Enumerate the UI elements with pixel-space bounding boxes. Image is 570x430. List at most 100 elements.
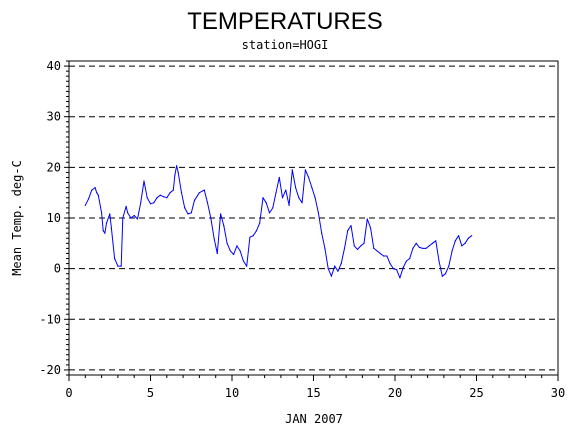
data-point (379, 252, 381, 255)
data-point (278, 176, 280, 179)
data-point (97, 194, 99, 196)
data-point (340, 262, 342, 265)
data-point (149, 203, 152, 205)
data-point (94, 187, 96, 189)
data-point (376, 250, 378, 252)
data-point (321, 232, 323, 234)
data-point (146, 197, 148, 199)
data-point (285, 189, 287, 191)
data-point (448, 265, 450, 267)
data-point (156, 197, 158, 199)
data-point (193, 199, 196, 201)
data-point (143, 180, 145, 182)
data-point (356, 248, 359, 250)
data-point (223, 224, 225, 227)
data-point (467, 237, 469, 239)
data-point (461, 245, 463, 247)
data-point (441, 275, 443, 277)
data-point (389, 262, 391, 265)
data-point (301, 202, 303, 204)
series-group (84, 165, 473, 279)
data-point (87, 198, 90, 200)
data-point (435, 240, 437, 242)
data-point (190, 212, 192, 214)
data-point (396, 269, 398, 271)
data-point (184, 207, 186, 209)
data-point (120, 265, 122, 267)
data-point (236, 245, 238, 247)
chart-title: TEMPERATURES (187, 8, 383, 35)
y-tick-label: -20 (39, 363, 61, 377)
data-point (259, 222, 261, 224)
data-point (327, 268, 329, 270)
data-point (314, 197, 316, 199)
data-point (366, 218, 368, 220)
data-point (242, 260, 245, 262)
data-point (431, 242, 434, 244)
data-point (298, 197, 300, 199)
data-point (122, 217, 124, 219)
data-point (233, 253, 235, 256)
data-point (175, 165, 178, 167)
data-point (104, 232, 106, 234)
x-tick-label: 20 (388, 386, 402, 400)
data-point (110, 227, 112, 229)
data-point (317, 212, 319, 214)
data-point (206, 202, 209, 204)
data-point (454, 240, 456, 242)
data-point (415, 242, 417, 244)
data-point (213, 237, 215, 239)
data-point (162, 196, 165, 198)
data-point (353, 245, 355, 247)
data-point (210, 217, 212, 219)
data-point (255, 230, 258, 232)
data-point (226, 242, 228, 244)
data-point (425, 247, 427, 249)
data-point (127, 212, 129, 214)
data-point (275, 192, 277, 194)
x-axis: 0 5 10 15 20 25 30 (65, 375, 565, 400)
data-point (114, 257, 116, 260)
data-point (308, 176, 310, 179)
data-point (159, 194, 161, 196)
data-point (422, 247, 424, 249)
data-point (268, 212, 271, 214)
data-point (324, 247, 326, 249)
data-point (172, 189, 174, 191)
x-tick-label: 25 (469, 386, 483, 400)
data-point (451, 250, 453, 252)
data-point (272, 207, 274, 209)
data-point (203, 189, 205, 191)
data-point (84, 204, 86, 206)
data-point (246, 265, 248, 267)
series-line (84, 165, 472, 279)
data-point (347, 230, 349, 232)
data-point (330, 275, 333, 277)
data-point (382, 255, 385, 257)
data-point (409, 257, 411, 260)
data-point (373, 247, 375, 249)
data-point (252, 235, 254, 237)
data-point (291, 169, 293, 171)
data-point (117, 265, 119, 267)
data-point (337, 270, 339, 272)
data-point (444, 273, 447, 275)
data-point (386, 255, 388, 257)
data-point (334, 265, 336, 267)
data-point (249, 236, 251, 238)
data-point (294, 187, 297, 189)
data-point (101, 212, 103, 214)
data-point (360, 245, 362, 247)
data-point (288, 204, 290, 206)
data-point (187, 213, 189, 215)
data-point (91, 189, 93, 191)
y-tick-label: 30 (47, 110, 61, 124)
data-point (198, 192, 200, 194)
data-point (428, 245, 430, 247)
x-tick-label: 15 (306, 386, 320, 400)
data-point (174, 174, 176, 176)
data-point (412, 247, 414, 249)
data-point (311, 187, 313, 189)
data-point (281, 197, 284, 199)
